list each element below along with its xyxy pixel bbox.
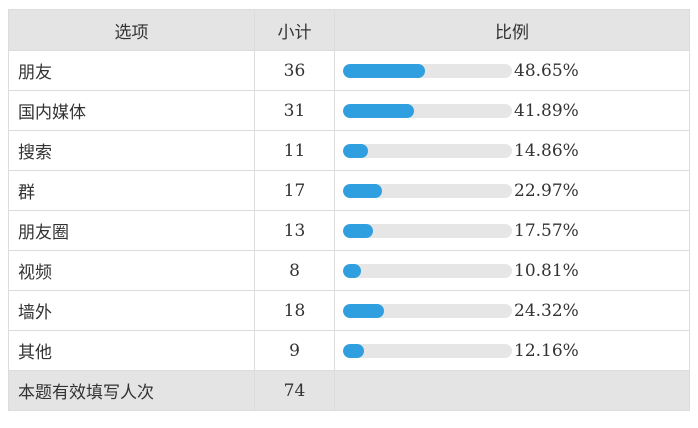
percent-label: 12.16% bbox=[514, 340, 579, 361]
table-row: 朋友圈 13 17.57% bbox=[8, 210, 690, 251]
percent-label: 41.89% bbox=[514, 100, 579, 121]
ratio-cell: 10.81% bbox=[334, 250, 690, 291]
option-label: 其他 bbox=[8, 330, 255, 371]
option-count: 11 bbox=[254, 130, 335, 171]
progress-bar-track bbox=[343, 343, 512, 358]
option-label: 国内媒体 bbox=[8, 90, 255, 131]
percent-label: 14.86% bbox=[514, 140, 579, 161]
progress-bar-fill bbox=[343, 343, 364, 358]
header-ratio: 比例 bbox=[334, 9, 690, 51]
progress-bar-fill bbox=[343, 183, 382, 198]
option-count: 13 bbox=[254, 210, 335, 251]
table-row: 视频 8 10.81% bbox=[8, 250, 690, 291]
progress-bar-fill bbox=[343, 263, 362, 278]
progress-bar-track bbox=[343, 303, 512, 318]
progress-bar-track bbox=[343, 63, 512, 78]
percent-label: 10.81% bbox=[514, 260, 579, 281]
progress-bar-track bbox=[343, 103, 512, 118]
ratio-cell: 22.97% bbox=[334, 170, 690, 211]
total-label: 本题有效填写人次 bbox=[8, 370, 255, 411]
option-count: 18 bbox=[254, 290, 335, 331]
option-label: 朋友圈 bbox=[8, 210, 255, 251]
ratio-cell: 14.86% bbox=[334, 130, 690, 171]
ratio-cell: 12.16% bbox=[334, 330, 690, 371]
survey-results-table: 选项 小计 比例 朋友 36 48.65% 国内媒体 31 bbox=[8, 9, 690, 411]
table-row: 墙外 18 24.32% bbox=[8, 290, 690, 331]
progress-bar-fill bbox=[343, 223, 373, 238]
option-label: 视频 bbox=[8, 250, 255, 291]
percent-label: 48.65% bbox=[514, 60, 579, 81]
progress-bar-track bbox=[343, 183, 512, 198]
percent-label: 17.57% bbox=[514, 220, 579, 241]
progress-bar-fill bbox=[343, 63, 426, 78]
option-count: 8 bbox=[254, 250, 335, 291]
ratio-cell: 17.57% bbox=[334, 210, 690, 251]
table-header-row: 选项 小计 比例 bbox=[8, 9, 690, 51]
total-row: 本题有效填写人次 74 bbox=[8, 370, 690, 411]
progress-bar-track bbox=[343, 223, 512, 238]
option-count: 36 bbox=[254, 50, 335, 91]
ratio-cell: 41.89% bbox=[334, 90, 690, 131]
option-label: 群 bbox=[8, 170, 255, 211]
percent-label: 24.32% bbox=[514, 300, 579, 321]
ratio-cell: 48.65% bbox=[334, 50, 690, 91]
total-empty-cell bbox=[334, 370, 690, 411]
option-label: 搜索 bbox=[8, 130, 255, 171]
total-count: 74 bbox=[254, 370, 335, 411]
option-count: 31 bbox=[254, 90, 335, 131]
option-count: 17 bbox=[254, 170, 335, 211]
percent-label: 22.97% bbox=[514, 180, 579, 201]
option-count: 9 bbox=[254, 330, 335, 371]
table-row: 其他 9 12.16% bbox=[8, 330, 690, 371]
table-row: 国内媒体 31 41.89% bbox=[8, 90, 690, 131]
header-option: 选项 bbox=[8, 9, 255, 51]
option-label: 墙外 bbox=[8, 290, 255, 331]
header-count: 小计 bbox=[254, 9, 335, 51]
progress-bar-fill bbox=[343, 143, 369, 158]
progress-bar-fill bbox=[343, 303, 385, 318]
progress-bar-fill bbox=[343, 103, 414, 118]
option-label: 朋友 bbox=[8, 50, 255, 91]
table-row: 朋友 36 48.65% bbox=[8, 50, 690, 91]
progress-bar-track bbox=[343, 263, 512, 278]
table-row: 群 17 22.97% bbox=[8, 170, 690, 211]
table-row: 搜索 11 14.86% bbox=[8, 130, 690, 171]
progress-bar-track bbox=[343, 143, 512, 158]
ratio-cell: 24.32% bbox=[334, 290, 690, 331]
